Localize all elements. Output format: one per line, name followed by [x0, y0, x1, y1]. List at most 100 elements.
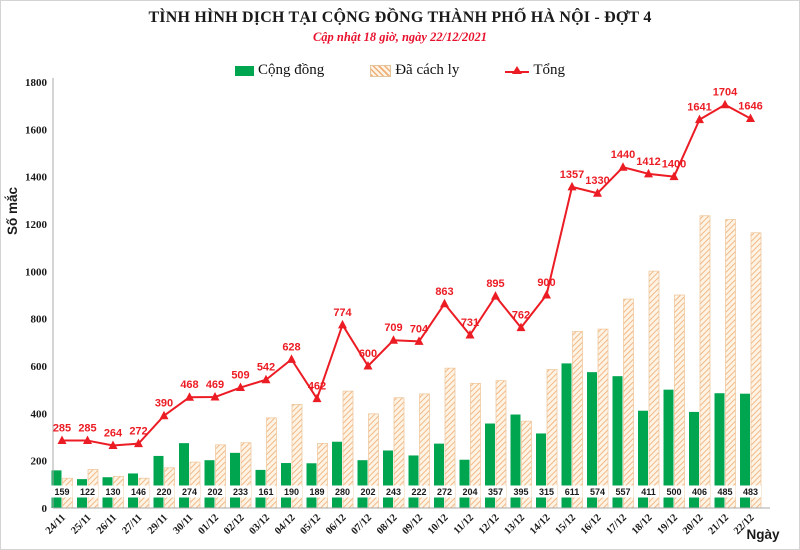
community-value-box [510, 485, 532, 498]
community-value-label: 233 [233, 487, 248, 497]
y-tick-label: 1400 [25, 172, 48, 184]
community-value-box [663, 485, 685, 498]
community-bar [510, 414, 521, 508]
date-tick-label: 07/12 [349, 512, 374, 537]
total-marker [108, 440, 118, 450]
total-marker [465, 329, 475, 339]
date-tick-label: 24/11 [44, 512, 68, 536]
community-value-label: 557 [615, 487, 630, 497]
community-value-label: 146 [131, 487, 146, 497]
date-tick-label: 20/12 [681, 512, 706, 537]
y-tick-label: 1200 [25, 219, 48, 231]
date-tick-label: 21/12 [706, 512, 731, 537]
community-value-label: 485 [717, 487, 732, 497]
y-tick-label: 800 [31, 314, 48, 326]
total-value-label: 509 [231, 370, 249, 382]
community-value-label: 406 [692, 487, 707, 497]
community-value-box [740, 485, 761, 498]
community-value-box [153, 485, 175, 498]
community-bar [434, 443, 444, 508]
community-value-label: 189 [309, 487, 324, 497]
total-value-label: 1646 [738, 100, 762, 112]
community-value-box [230, 485, 251, 498]
community-value-box [689, 485, 710, 498]
community-value-label: 243 [386, 487, 401, 497]
date-tick-label: 19/12 [655, 512, 680, 537]
community-bar [561, 363, 572, 508]
total-marker [516, 322, 526, 332]
y-tick-label: 600 [31, 361, 48, 373]
legend-item-da-cach-ly: Đã cách ly [370, 62, 459, 79]
community-bar [663, 389, 674, 508]
date-tick-label: 05/12 [298, 512, 323, 537]
legend-label: Đã cách ly [395, 62, 460, 78]
community-value-label: 272 [437, 487, 452, 497]
community-value-label: 357 [488, 487, 503, 497]
community-value-label: 122 [80, 487, 95, 497]
community-value-box [714, 485, 736, 498]
total-marker [567, 181, 577, 191]
community-value-label: 574 [590, 487, 605, 497]
y-tick-label: 0 [42, 503, 48, 515]
quarantine-bar [725, 219, 736, 509]
total-marker [57, 435, 67, 445]
total-value-label: 468 [180, 379, 198, 391]
community-bar [179, 443, 189, 508]
page-subtitle: Cập nhật 18 giờ, ngày 22/12/2021 [312, 30, 488, 44]
community-value-box [612, 485, 634, 498]
community-value-box [638, 485, 659, 498]
total-marker [491, 291, 500, 300]
quarantine-bar [699, 215, 711, 509]
total-value-label: 542 [257, 362, 275, 374]
date-tick-label: 01/12 [196, 512, 221, 537]
date-tick-label: 10/12 [426, 512, 451, 537]
total-marker [185, 392, 194, 401]
community-value-box [179, 485, 200, 498]
total-marker [618, 162, 628, 171]
community-bar [485, 423, 495, 508]
date-tick-label: 29/11 [146, 512, 170, 536]
community-value-box [408, 485, 430, 498]
y-tick-label: 1000 [25, 266, 48, 278]
total-line-marker-icon [505, 65, 530, 77]
community-value-box [128, 485, 149, 498]
community-value-label: 274 [182, 487, 197, 497]
total-marker [312, 393, 322, 403]
total-value-label: 774 [333, 307, 352, 319]
community-bar [459, 459, 470, 508]
community-value-label: 130 [105, 487, 120, 497]
community-bar [408, 455, 419, 508]
community-value-label: 190 [284, 487, 299, 497]
date-tick-label: 17/12 [604, 512, 629, 537]
legend-label: Cộng đồng [257, 62, 325, 78]
date-tick-label: 11/12 [452, 512, 476, 536]
community-value-box [281, 485, 302, 498]
community-value-box [434, 485, 455, 498]
community-value-box [77, 485, 98, 498]
quarantine-bar [240, 442, 252, 509]
total-value-label: 709 [384, 322, 402, 334]
total-value-label: 390 [155, 398, 173, 410]
total-value-label: 600 [359, 348, 377, 360]
community-value-label: 220 [156, 487, 171, 497]
quarantine-bar [189, 461, 201, 509]
total-marker [593, 188, 602, 197]
total-marker [363, 361, 373, 370]
quarantine-bar [674, 294, 685, 509]
total-marker [159, 410, 169, 420]
total-value-label: 1412 [636, 156, 660, 168]
community-value-box [536, 485, 557, 498]
community-value-label: 204 [462, 487, 477, 497]
date-tick-label: 06/12 [324, 512, 349, 537]
community-value-box [357, 485, 379, 498]
total-marker [414, 336, 424, 345]
total-value-label: 900 [537, 277, 555, 289]
total-marker [83, 435, 92, 445]
community-bar [689, 411, 699, 508]
community-value-box [51, 485, 73, 498]
date-tick-label: 27/11 [120, 512, 144, 536]
total-value-label: 1641 [687, 102, 711, 114]
community-value-box [102, 485, 124, 498]
community-value-label: 411 [641, 487, 656, 497]
